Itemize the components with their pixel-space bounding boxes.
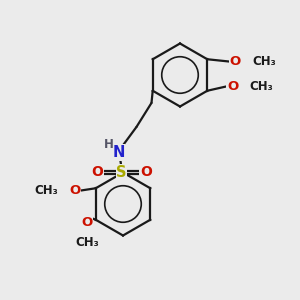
Text: O: O — [69, 184, 81, 197]
Text: H: H — [104, 138, 114, 151]
Text: CH₃: CH₃ — [252, 55, 276, 68]
Text: O: O — [140, 166, 152, 179]
Text: CH₃: CH₃ — [249, 80, 273, 93]
Text: S: S — [116, 165, 127, 180]
Text: N: N — [112, 145, 125, 160]
Text: O: O — [81, 216, 93, 230]
Text: O: O — [230, 55, 241, 68]
Text: O: O — [91, 166, 103, 179]
Text: CH₃: CH₃ — [75, 236, 99, 248]
Text: O: O — [227, 80, 238, 93]
Text: CH₃: CH₃ — [35, 184, 58, 197]
